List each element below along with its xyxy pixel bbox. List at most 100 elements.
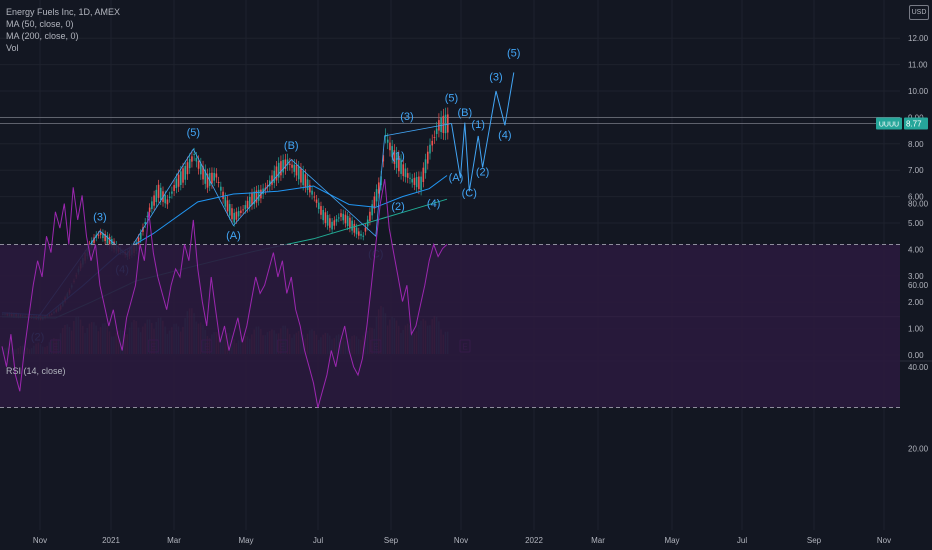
symbol-tag	[876, 117, 902, 130]
candle-body	[217, 182, 220, 184]
candle-body	[231, 208, 233, 220]
candle-body	[386, 139, 389, 143]
candle-body	[197, 161, 200, 169]
time-tick-label: May	[664, 536, 679, 545]
candle-body	[375, 189, 378, 202]
ma50-legend[interactable]: MA (50, close, 0)	[6, 19, 74, 29]
wave-label: (B)	[284, 140, 299, 152]
candle-body	[311, 190, 313, 195]
candle-body	[151, 201, 153, 209]
chart-legend: Energy Fuels Inc, 1D, AMEX MA (50, close…	[6, 6, 120, 54]
candle-body	[411, 179, 413, 183]
candle-body	[211, 172, 213, 184]
candle-body	[320, 206, 322, 215]
candle-body	[393, 150, 396, 164]
candle-body	[313, 196, 316, 198]
candle-body	[175, 178, 178, 189]
candle-body	[435, 128, 438, 135]
candle-body	[360, 234, 362, 236]
currency-badge[interactable]: USD	[909, 5, 929, 20]
candle-body	[291, 164, 293, 168]
wave-label: (A)	[449, 172, 464, 184]
candle-body	[447, 114, 449, 133]
wave-label: (C)	[462, 188, 477, 200]
time-tick-label: Nov	[33, 536, 47, 545]
candle-body	[182, 168, 184, 183]
time-tick-label: Jul	[737, 536, 747, 545]
candle-body	[422, 167, 425, 182]
price-tick-label: 5.00	[908, 219, 924, 228]
candle-body	[378, 182, 380, 194]
candle-body	[322, 209, 324, 221]
price-tag	[904, 117, 928, 130]
candle-body	[286, 159, 289, 166]
rsi-band	[0, 244, 900, 408]
candle-body	[431, 140, 434, 146]
candle-body	[362, 235, 365, 237]
wave-path-line	[37, 123, 452, 319]
candle-body	[440, 117, 442, 133]
candle-body	[444, 114, 447, 134]
candle-body	[233, 212, 235, 223]
time-tick-label: 2022	[525, 536, 543, 545]
candle-body	[153, 195, 155, 206]
rsi-legend[interactable]: RSI (14, close)	[6, 366, 66, 376]
candle-body	[164, 195, 167, 204]
candle-body	[177, 174, 180, 187]
candle-body	[398, 155, 400, 172]
candle-body	[344, 214, 347, 224]
candle-body	[369, 211, 371, 222]
price-tick-label: 4.00	[908, 245, 924, 254]
price-tag-value: 8.77	[906, 119, 922, 128]
wave-label: (3)	[400, 111, 413, 123]
price-tick-label: 3.00	[908, 272, 924, 281]
time-tick-label: 2021	[102, 536, 120, 545]
candle-body	[271, 175, 273, 185]
candle-body	[391, 146, 393, 158]
candle-body	[424, 159, 427, 174]
price-tick-label: 11.00	[908, 61, 928, 70]
candle-body	[228, 204, 231, 216]
candle-body	[226, 200, 229, 212]
volume-legend[interactable]: Vol	[6, 43, 19, 53]
candle-body	[242, 209, 244, 211]
candle-body	[404, 168, 407, 178]
candle-body	[415, 176, 418, 188]
candle-body	[297, 166, 300, 180]
rsi-tick-label: 40.00	[908, 363, 929, 372]
price-tick-label: 10.00	[908, 87, 929, 96]
price-tick-label: 12.00	[908, 34, 929, 43]
wave-label: (1)	[471, 119, 484, 131]
candle-body	[191, 156, 193, 162]
candle-body	[400, 159, 402, 174]
candle-body	[144, 222, 146, 224]
wave-label: (1)	[391, 151, 404, 163]
candle-body	[402, 164, 405, 177]
candle-body	[409, 177, 411, 179]
candle-body	[413, 177, 416, 185]
candle-body	[253, 191, 256, 205]
candle-body	[204, 169, 207, 184]
price-tick-label: 1.00	[908, 325, 924, 334]
candle-body	[358, 231, 360, 236]
wave-label: (5)	[507, 48, 520, 60]
ma200-legend[interactable]: MA (200, close, 0)	[6, 31, 79, 41]
candle-body	[206, 173, 209, 188]
time-tick-label: Sep	[807, 536, 822, 545]
candle-body	[418, 176, 420, 189]
candle-body	[235, 211, 238, 220]
candle-body	[269, 180, 271, 187]
candle-body	[200, 163, 202, 175]
candle-body	[99, 232, 102, 235]
candle-body	[157, 184, 160, 198]
candle-body	[184, 165, 187, 180]
candle-body	[148, 207, 151, 213]
candle-body	[93, 237, 95, 243]
candle-body	[300, 168, 302, 183]
candle-body	[173, 185, 175, 191]
candle-body	[304, 174, 307, 188]
candle-body	[373, 196, 376, 209]
candle-body	[155, 189, 158, 203]
time-tick-label: Jul	[313, 536, 323, 545]
